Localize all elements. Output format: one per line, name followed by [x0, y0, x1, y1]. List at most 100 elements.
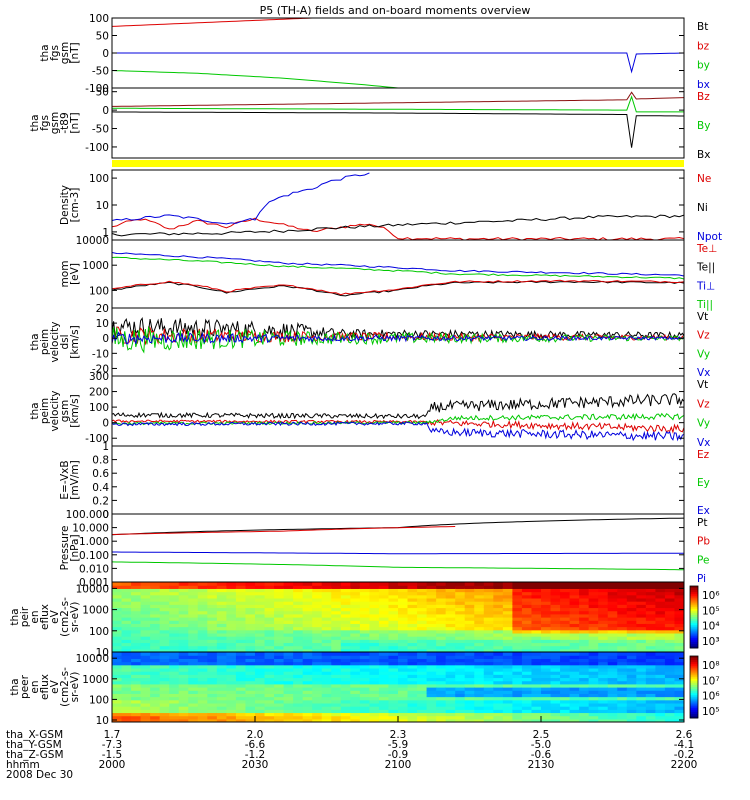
- y-tick-label: -20: [92, 363, 109, 375]
- y-axis-label: [km/s]: [69, 394, 81, 428]
- y-axis-label: (cm2-s-: [59, 597, 71, 637]
- y-axis-label: -t89: [59, 112, 71, 133]
- x-tick-label: -1.2: [245, 749, 266, 761]
- y-tick-label: 1: [102, 227, 109, 239]
- legend-entry: Ti⊥: [696, 280, 715, 292]
- panel-frame: [111, 513, 685, 583]
- y-axis-label: en: [29, 610, 41, 623]
- y-tick-label: 200: [89, 387, 109, 399]
- series-line-Vx: [112, 331, 684, 345]
- series-line-Ti⊥: [112, 252, 684, 277]
- panel-3: Ne Ni Npot 100 10 1 Density[cm-3]: [59, 169, 722, 243]
- y-tick-label: 100.000: [66, 509, 109, 521]
- legend-entry: Npot: [697, 231, 722, 243]
- series-line-Pb: [112, 526, 456, 535]
- y-axis-label: tha: [29, 114, 41, 131]
- colorbar-10: 10⁸ 10⁷ 10⁶ 10⁵: [689, 655, 720, 719]
- x-tick-label: 2100: [385, 759, 412, 771]
- y-tick-label: 0.2: [92, 495, 109, 507]
- panel-frame: [111, 307, 685, 377]
- y-tick-label: 10.000: [72, 523, 109, 535]
- y-axis-label: [nT]: [69, 42, 81, 63]
- y-tick-label: 1000: [82, 674, 109, 686]
- series-line-Vt: [112, 393, 684, 420]
- legend-entry: By: [697, 120, 710, 132]
- x-tick-label: 1.7: [104, 729, 121, 741]
- legend-entry: Vt: [697, 311, 708, 323]
- x-tick-label: -6.6: [245, 739, 266, 751]
- y-axis-label: tha: [29, 402, 41, 419]
- series-line-Ti||: [112, 256, 684, 280]
- y-tick-label: 0: [102, 48, 109, 60]
- legend-entry: Pe: [697, 554, 709, 566]
- series-group-6: [112, 393, 684, 442]
- y-axis-label: sr-eV): [69, 672, 81, 703]
- series-group-4: [112, 252, 684, 297]
- colorbar-tick-label: 10⁵: [702, 605, 720, 617]
- series-line-Te⊥: [112, 279, 684, 296]
- y-tick-label: 1: [102, 441, 109, 453]
- x-tick-label: -4.1: [674, 739, 695, 751]
- series-line-By: [112, 95, 684, 113]
- y-axis-label: eflux: [39, 674, 51, 700]
- y-tick-label: 10: [96, 318, 109, 330]
- x-row-label: tha_X-GSM: [6, 729, 63, 741]
- y-axis-label: eV: [49, 609, 61, 623]
- y-tick-label: 1000: [82, 260, 109, 272]
- x-tick-label: 2200: [671, 759, 698, 771]
- y-axis-label: mom: [59, 261, 71, 288]
- legend-entry: Bx: [697, 149, 710, 161]
- y-axis-label: tha: [9, 608, 21, 625]
- y-axis-label: velocity: [49, 321, 61, 362]
- y-tick-label: -50: [92, 66, 109, 78]
- legend-entry: bz: [697, 40, 710, 52]
- legend-entry: Ni: [697, 202, 708, 214]
- y-tick-label: 10000: [76, 583, 109, 595]
- y-axis-label: [mV/m]: [69, 460, 81, 499]
- y-axis-label: Pressure: [59, 526, 71, 571]
- y-axis-label: tha: [9, 678, 21, 695]
- y-axis-label: [cm-3]: [69, 188, 81, 223]
- panel-frame: [111, 239, 685, 309]
- series-line-Npot: [112, 172, 370, 225]
- y-tick-label: 1000: [82, 605, 109, 617]
- x-tick-label: 2.5: [533, 729, 550, 741]
- y-axis-label: [eV]: [69, 263, 81, 285]
- y-tick-label: 0.001: [79, 577, 109, 589]
- legend-entry: Ex: [697, 505, 710, 517]
- panel-frame: [111, 445, 685, 515]
- x-tick-label: -5.0: [531, 739, 552, 751]
- x-row-label: hhmm: [6, 759, 40, 771]
- colorbar-tick-label: 10⁶: [702, 590, 720, 602]
- x-tick-label: 2.6: [676, 729, 693, 741]
- legend-entry: Vy: [697, 348, 710, 360]
- x-tick-label: 2130: [528, 759, 555, 771]
- legend-entry: Ez: [697, 449, 710, 461]
- y-tick-label: -10: [92, 348, 109, 360]
- legend-entry: Vx: [697, 367, 710, 379]
- y-tick-label: 50: [96, 87, 109, 99]
- panel-10: 10⁸ 10⁷ 10⁶ 10⁵ 10000 1000 100 10 thapeereneflux…: [9, 651, 720, 727]
- y-tick-label: -100: [85, 83, 109, 95]
- series-line-Vt: [112, 317, 684, 340]
- y-axis-label: dsl: [59, 334, 71, 349]
- y-tick-label: 100: [89, 285, 109, 297]
- flag-bar: [112, 160, 684, 167]
- y-axis-label: gsm: [59, 400, 71, 422]
- legend-entry: Pi: [697, 573, 706, 585]
- y-tick-label: 10: [96, 715, 109, 727]
- series-group-5: [112, 317, 684, 354]
- y-axis-label: (cm2-s-: [59, 667, 71, 707]
- x-tick-label: 2000: [99, 759, 126, 771]
- panel-frame: [111, 375, 685, 447]
- colorbar-9: 10⁶ 10⁵ 10⁴ 10³: [689, 585, 720, 649]
- x-row-label: tha_Z-GSM: [6, 749, 64, 761]
- panel-7: Ez Ey Ex 1 0.80.6 0.40.2 0 E=-VxB[mV/m]: [59, 441, 710, 521]
- y-axis-label: gsm: [49, 112, 61, 134]
- y-tick-label: 300: [89, 371, 109, 383]
- series-group-2: [112, 91, 684, 148]
- y-tick-label: -50: [92, 124, 109, 136]
- series-line-Ni: [112, 214, 684, 237]
